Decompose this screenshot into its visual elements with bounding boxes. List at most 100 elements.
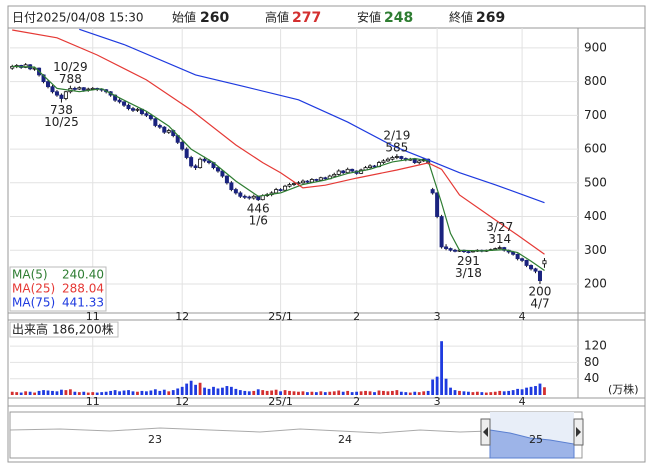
volume-bar: [373, 392, 376, 395]
volume-title: 出来高: [12, 322, 48, 337]
navigator-label: 25: [529, 433, 543, 446]
volume-bar: [207, 388, 211, 395]
volume-bar: [162, 389, 166, 395]
annotation-date: 2/19: [383, 129, 410, 143]
volume-bar: [68, 389, 72, 395]
candle-body: [238, 192, 243, 197]
volume-bar: [301, 391, 305, 395]
volume-bar: [498, 390, 502, 395]
volume-bar: [511, 390, 515, 395]
volume-bar: [198, 382, 202, 395]
volume-bar: [180, 386, 184, 395]
x-tick-label: 11: [86, 310, 100, 323]
candle-body: [162, 126, 167, 133]
volume-bar: [37, 390, 41, 395]
x-tick-label: 2: [353, 310, 360, 323]
volume-header-box: [9, 321, 119, 338]
volume-bar: [484, 392, 488, 395]
volume-bar: [364, 390, 367, 395]
navigator: 23 24 25: [9, 411, 584, 459]
header-label: 終値: [449, 10, 473, 25]
candle-body: [117, 99, 122, 103]
candle-body: [435, 192, 440, 217]
volume-bar: [265, 390, 269, 395]
legend-name: MA(75): [12, 296, 55, 310]
volume-bar: [323, 392, 327, 395]
x-tick-label: 25/1: [268, 310, 293, 323]
candle-body: [381, 160, 386, 163]
candle-body: [54, 91, 59, 96]
volume-bar: [440, 341, 443, 395]
candle-body: [390, 157, 395, 160]
volume-bar: [256, 389, 260, 395]
annotation-value: 200: [529, 284, 552, 298]
volume-bar: [399, 391, 403, 395]
x-tick-label: 12: [175, 310, 189, 323]
y-tick-label: 600: [584, 142, 607, 156]
volume-bar: [520, 389, 524, 395]
volume-bar: [386, 391, 390, 395]
volume-bar: [140, 390, 144, 395]
header-open: 260: [200, 10, 229, 26]
candle-body: [166, 130, 171, 133]
volume-bar: [449, 387, 452, 395]
volume-bar: [292, 391, 296, 395]
legend-name: MA(25): [12, 282, 55, 296]
volume-bar: [234, 388, 238, 395]
volume-bar: [243, 390, 247, 395]
candle-body: [184, 148, 189, 158]
y-tick-label: 900: [584, 40, 607, 54]
annotation-date: 4/7: [530, 296, 549, 310]
volume-bar: [328, 391, 332, 395]
volume-bar: [359, 391, 363, 395]
candle-body: [448, 248, 453, 251]
y-tick-label: 40: [584, 371, 599, 385]
candle-body: [229, 182, 234, 190]
volume-bar: [408, 392, 412, 395]
volume-bar: [189, 380, 193, 395]
candle-body: [502, 247, 507, 251]
volume-bar: [185, 383, 189, 395]
volume-bar: [516, 388, 520, 395]
handle-arrow: [576, 427, 581, 437]
volume-bar: [127, 390, 130, 395]
candle-body: [193, 165, 198, 169]
x-tick-label: 11: [86, 395, 100, 408]
candle-body: [233, 189, 238, 194]
volume-bar: [113, 390, 117, 395]
volume-bar: [377, 390, 381, 395]
volume-bar: [238, 390, 242, 395]
volume-bar: [118, 391, 121, 395]
volume-bar: [261, 390, 265, 395]
volume-bar: [529, 386, 533, 395]
volume-bar: [212, 386, 215, 395]
legend-value: 441.33: [62, 296, 104, 310]
volume-bar: [46, 390, 50, 395]
volume-bar: [274, 389, 278, 395]
volume-bar: [422, 391, 426, 395]
candle-body: [399, 156, 404, 159]
volume-bar: [216, 388, 220, 395]
candle-body: [542, 260, 547, 265]
volume-bar: [109, 390, 113, 395]
volume-bar: [82, 391, 86, 395]
candle-body: [287, 184, 292, 187]
volume-bar: [493, 391, 497, 395]
candle-body: [300, 180, 305, 184]
candle-body: [135, 108, 140, 111]
volume-bar: [458, 390, 461, 395]
volume-bar: [543, 387, 546, 395]
x-tick-label: 4: [519, 395, 526, 408]
volume-bar: [221, 387, 224, 395]
x-tick-label: 25/1: [268, 395, 293, 408]
annotation-value: 314: [488, 232, 511, 246]
volume-bar: [507, 390, 511, 395]
volume-bar: [86, 392, 90, 395]
volume-bar: [314, 392, 318, 395]
header-high: 277: [292, 10, 321, 26]
candle-body: [529, 265, 534, 270]
volume-bar: [538, 383, 542, 395]
volume-bar: [467, 391, 470, 395]
volume-bar: [270, 390, 274, 395]
